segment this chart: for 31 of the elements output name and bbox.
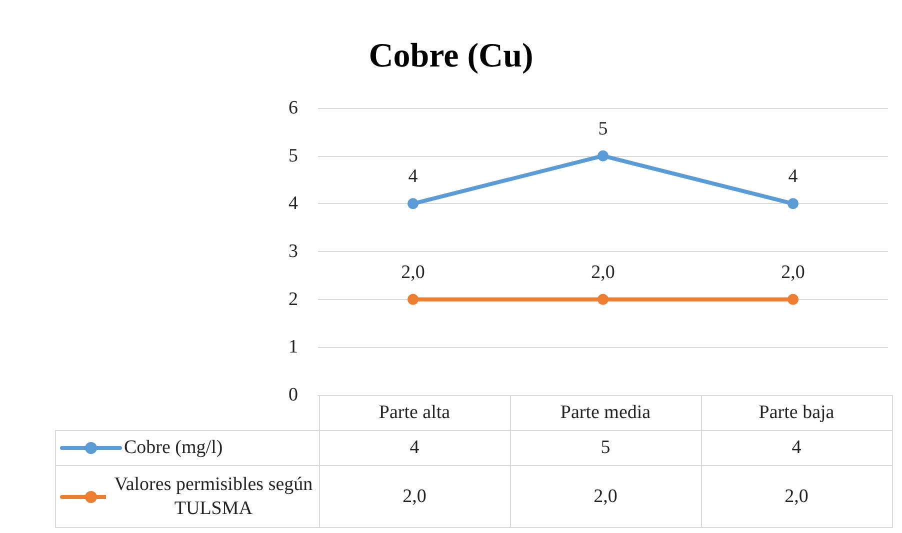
y-tick-label: 4 (288, 193, 298, 214)
y-tick-label: 2 (288, 288, 298, 310)
text: 2,0 (401, 262, 425, 283)
y-tick-label: 3 (288, 241, 298, 262)
chart-title: Cobre (Cu) (368, 38, 534, 74)
y-tick-label: 0 (288, 384, 298, 406)
data-label: 2,0 (319, 466, 510, 528)
data-label: 2,0 (510, 466, 701, 528)
data-label: 4 (701, 430, 892, 466)
point (598, 294, 608, 305)
y-tick-label: 6 (288, 98, 298, 118)
data-label: 5 (510, 430, 701, 466)
point (788, 294, 798, 305)
legend-label: Cobre (mg/l) (124, 436, 223, 460)
text: 4 (788, 166, 798, 188)
data-label: 4 (319, 430, 510, 466)
point (408, 198, 418, 210)
x-tick-label: Parte media (510, 396, 701, 430)
text: 5 (598, 118, 608, 140)
point (408, 294, 418, 305)
text: 4 (408, 166, 418, 188)
y-tick-label: 1 (288, 336, 298, 358)
x-tick-label: Parte baja (701, 396, 892, 430)
data-label: 2,0 (701, 466, 892, 528)
point (598, 150, 608, 162)
legend-label: Valores permisibles según TULSMA (113, 472, 314, 520)
y-tick-label: 5 (288, 145, 298, 166)
text: 2,0 (591, 262, 615, 283)
x-tick-label: Parte alta (319, 396, 510, 430)
point (788, 198, 798, 210)
text: 2,0 (781, 262, 805, 283)
